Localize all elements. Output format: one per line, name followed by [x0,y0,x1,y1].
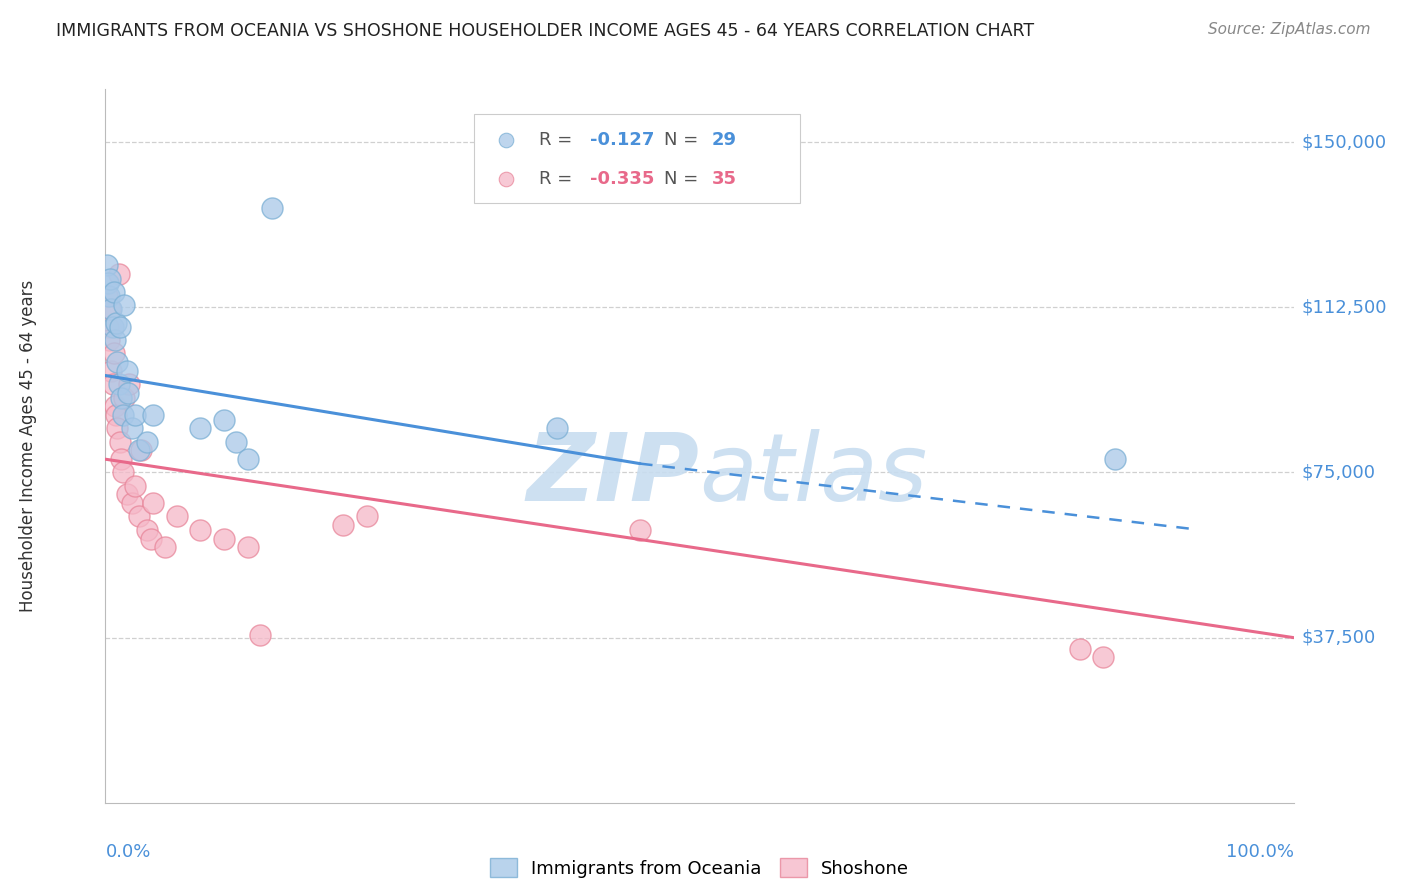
Point [124,408,146,422]
Point [110,391,132,405]
Point [260,201,283,215]
Point [117,386,139,401]
Point [332,518,354,533]
Point [114,298,136,312]
Point [98,271,121,285]
Point [105,316,128,330]
Point [142,496,165,510]
Point [105,408,128,422]
Point [115,487,138,501]
Point [356,509,378,524]
Point [114,391,136,405]
Point [214,412,236,426]
Point [96,259,118,273]
Point [153,541,176,555]
Point [121,421,143,435]
Text: 0.0%: 0.0% [105,843,150,861]
Point [105,421,128,435]
Text: N =: N = [664,131,704,149]
Point [190,523,212,537]
Text: -0.127: -0.127 [591,131,655,149]
Point [190,421,212,435]
Point [103,285,125,299]
Point [495,796,517,810]
Point [546,421,568,435]
Point [110,452,132,467]
Point [121,496,143,510]
Text: $112,500: $112,500 [1302,298,1388,317]
Point [98,289,121,303]
Text: R =: R = [538,170,578,188]
Point [236,452,259,467]
Text: 100.0%: 100.0% [1226,843,1294,861]
Text: R =: R = [538,131,578,149]
Text: 29: 29 [711,131,737,149]
Point [97,320,120,334]
Text: N =: N = [664,170,704,188]
Point [100,302,122,317]
Point [495,796,517,810]
Point [107,267,129,281]
Point [112,408,135,422]
Text: Source: ZipAtlas.com: Source: ZipAtlas.com [1208,22,1371,37]
Point [115,364,138,378]
Text: atlas: atlas [700,429,928,520]
Point [1104,452,1126,467]
FancyBboxPatch shape [474,114,800,203]
Text: $75,000: $75,000 [1302,464,1376,482]
Point [249,628,271,642]
Text: IMMIGRANTS FROM OCEANIA VS SHOSHONE HOUSEHOLDER INCOME AGES 45 - 64 YEARS CORREL: IMMIGRANTS FROM OCEANIA VS SHOSHONE HOUS… [56,22,1035,40]
Point [98,302,121,317]
Point [97,276,120,290]
Point [103,346,125,360]
Point [107,377,129,392]
Point [105,355,128,369]
Point [214,532,236,546]
Point [100,364,122,378]
Legend: Immigrants from Oceania, Shoshone: Immigrants from Oceania, Shoshone [481,849,918,887]
Point [225,434,247,449]
Point [96,289,118,303]
Point [104,400,127,414]
Point [108,320,131,334]
Point [98,333,121,347]
Point [166,509,188,524]
Point [101,320,124,334]
Point [129,443,152,458]
Text: 35: 35 [711,170,737,188]
Point [118,377,141,392]
Point [628,523,651,537]
Point [128,509,150,524]
Point [1092,650,1115,665]
Point [236,541,259,555]
Point [124,478,146,492]
Point [136,523,159,537]
Point [136,434,159,449]
Text: $150,000: $150,000 [1302,133,1388,151]
Point [104,333,127,347]
Point [128,443,150,458]
Point [142,408,165,422]
Point [112,466,135,480]
Text: -0.335: -0.335 [591,170,655,188]
Point [1069,641,1091,656]
Point [108,434,131,449]
Point [101,377,124,392]
Text: Householder Income Ages 45 - 64 years: Householder Income Ages 45 - 64 years [20,280,37,612]
Text: $37,500: $37,500 [1302,629,1376,647]
Point [139,532,162,546]
Text: ZIP: ZIP [527,428,700,521]
